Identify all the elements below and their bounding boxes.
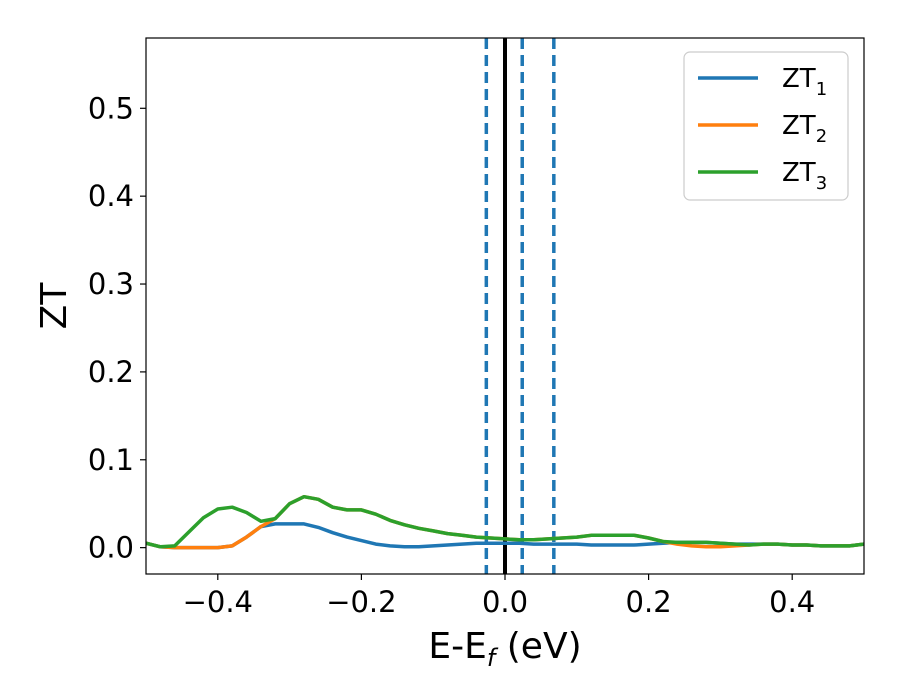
x-tick-label: 0.2 <box>626 585 672 619</box>
y-tick-label: 0.5 <box>88 91 134 125</box>
x-axis-label: E-Ef (eV) <box>428 626 581 672</box>
y-tick-label: 0.2 <box>88 355 134 389</box>
legend-box <box>683 51 849 201</box>
series-lines <box>146 494 864 550</box>
y-tick-label: 0.3 <box>88 267 134 301</box>
x-tick-label: −0.4 <box>183 585 253 619</box>
x-tick-label: −0.2 <box>326 585 396 619</box>
series-line-zt3 <box>146 494 864 549</box>
y-axis-label: ZT <box>34 282 75 330</box>
x-tick-label: 0.0 <box>482 585 528 619</box>
y-tick-label: 0.1 <box>88 443 134 477</box>
x-tick-label: 0.4 <box>769 585 815 619</box>
y-tick-label: 0.0 <box>88 531 134 565</box>
legend-label-zt3: ZT3 <box>782 158 827 194</box>
legend-label-zt2: ZT2 <box>782 111 827 147</box>
y-axis-ticks: 0.0 0.1 0.2 0.3 0.4 0.5 <box>88 91 146 565</box>
reference-lines <box>484 38 556 574</box>
legend: ZT1 ZT2 ZT3 <box>683 51 849 201</box>
y-tick-label: 0.4 <box>88 179 134 213</box>
legend-label-zt1: ZT1 <box>782 64 827 100</box>
plot-area <box>146 38 864 574</box>
x-axis-ticks: −0.4 −0.2 0.0 0.2 0.4 <box>183 574 815 619</box>
